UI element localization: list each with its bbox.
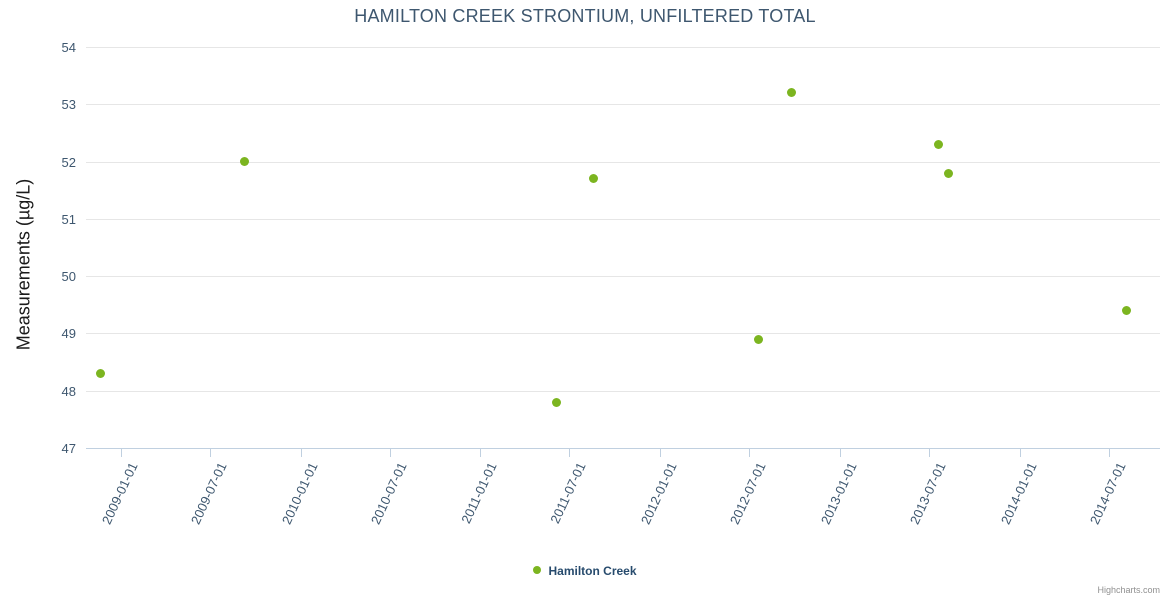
y-axis-tick-label: 47 — [61, 441, 76, 456]
gridline — [86, 47, 1160, 48]
data-point[interactable] — [787, 88, 797, 98]
y-axis-title: Measurements (µg/L) — [13, 178, 34, 351]
x-axis-tick-mark — [569, 448, 571, 457]
credits-link[interactable]: Highcharts.com — [1097, 585, 1160, 595]
x-axis-tick-mark — [1019, 448, 1021, 457]
x-axis-tick-label: 2010-01-01 — [278, 460, 321, 527]
gridline — [86, 161, 1160, 163]
legend-item-hamilton-creek[interactable]: Hamilton Creek — [533, 563, 637, 578]
y-axis-tick-label: 49 — [61, 326, 76, 342]
chart-legend: Hamilton Creek — [0, 563, 1170, 578]
gridline — [86, 218, 1160, 220]
x-axis-tick-mark — [659, 448, 661, 457]
x-axis-tick-mark — [749, 448, 751, 457]
data-point[interactable] — [934, 139, 943, 149]
chart-title: HAMILTON CREEK STRONTIUM, UNFILTERED TOT… — [354, 6, 816, 26]
x-axis-tick-mark — [210, 448, 212, 457]
x-axis-tick-label: 2014-07-01 — [1086, 460, 1129, 527]
gridline — [86, 104, 1160, 106]
x-axis-tick-label: 2014-01-01 — [997, 460, 1040, 527]
x-axis-tick-label: 2012-07-01 — [727, 460, 770, 527]
plot-area — [86, 47, 1160, 448]
x-axis-tick-mark — [1108, 448, 1110, 457]
legend-marker-icon — [533, 565, 542, 574]
gridline — [86, 333, 1160, 335]
x-axis-tick-label: 2011-07-01 — [547, 460, 589, 526]
y-axis-tick-label: 50 — [61, 269, 76, 285]
x-axis-tick-label: 2013-07-01 — [907, 460, 949, 527]
x-axis-tick-mark — [300, 448, 302, 457]
x-axis-tick-label: 2009-01-01 — [98, 460, 141, 527]
x-axis-tick-label: 2010-07-01 — [367, 460, 410, 527]
data-point[interactable] — [552, 397, 562, 407]
gridline — [86, 390, 1160, 392]
x-axis-tick-label: 2013-01-01 — [817, 460, 860, 527]
data-point[interactable] — [95, 369, 105, 379]
x-axis-tick-mark — [840, 448, 842, 457]
legend-item-label: Hamilton Creek — [548, 563, 637, 578]
y-axis-tick-label: 51 — [61, 211, 76, 227]
x-axis-tick-mark — [480, 448, 482, 457]
y-axis-tick-label: 54 — [61, 40, 76, 55]
data-point[interactable] — [589, 174, 599, 184]
data-point[interactable] — [1121, 306, 1131, 315]
y-axis-tick-label: 48 — [61, 383, 76, 399]
x-axis-tick-label: 2011-01-01 — [458, 460, 500, 526]
x-axis-tick-mark — [120, 448, 122, 457]
x-axis-tick-label: 2009-07-01 — [187, 460, 230, 527]
gridline — [86, 276, 1160, 278]
data-point[interactable] — [240, 157, 250, 167]
x-axis-tick-mark — [389, 448, 391, 457]
data-point[interactable] — [754, 334, 764, 344]
x-axis-line — [86, 448, 1160, 449]
data-point[interactable] — [944, 168, 954, 178]
x-axis-tick-mark — [929, 448, 931, 457]
y-axis-tick-label: 52 — [61, 154, 76, 170]
y-axis-tick-label: 53 — [61, 97, 76, 113]
x-axis-tick-label: 2012-01-01 — [637, 460, 680, 527]
